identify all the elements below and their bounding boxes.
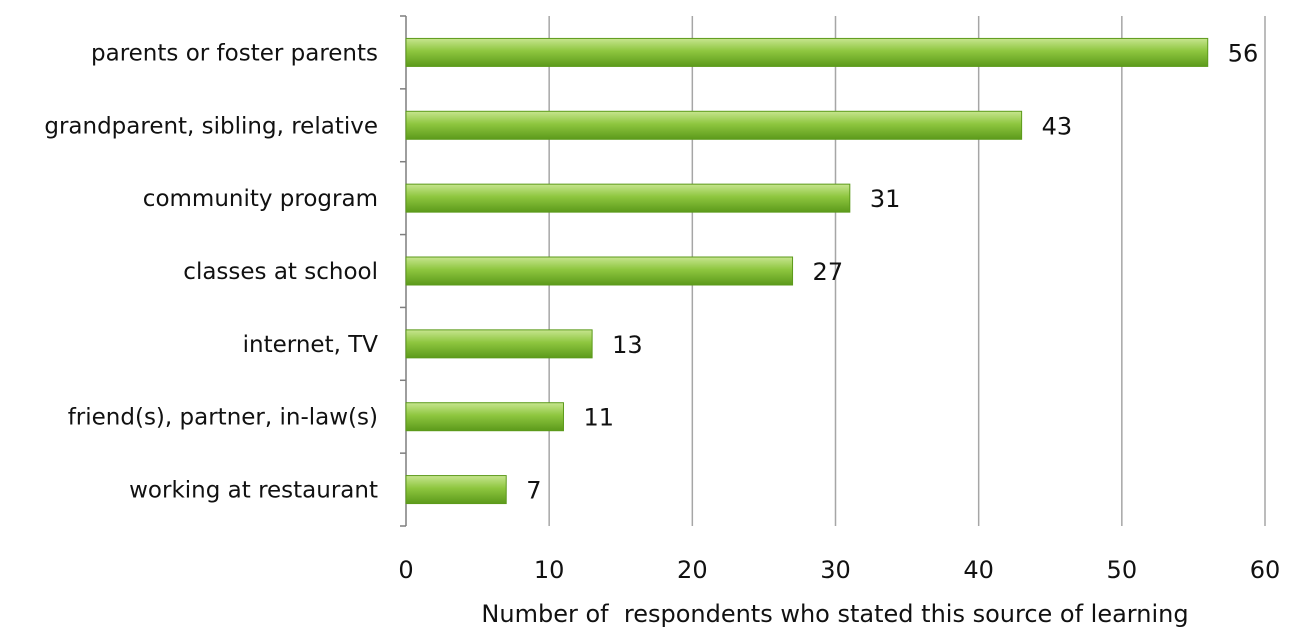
x-tick-label: 0 xyxy=(398,556,413,584)
bar xyxy=(405,37,1209,67)
x-tick-label: 60 xyxy=(1250,556,1281,584)
data-label: 11 xyxy=(583,404,614,432)
data-label: 56 xyxy=(1228,39,1259,67)
gridlines xyxy=(548,16,1266,526)
bar xyxy=(405,183,851,213)
category-label: internet, TV xyxy=(243,332,379,358)
x-tick-label: 40 xyxy=(963,556,994,584)
data-label: 7 xyxy=(526,477,541,505)
category-label: grandparent, sibling, relative xyxy=(44,113,378,139)
data-label: 31 xyxy=(870,185,901,213)
x-tick-label: 30 xyxy=(820,556,851,584)
data-label: 27 xyxy=(813,258,844,286)
data-label: 13 xyxy=(612,331,643,359)
bar xyxy=(405,329,593,359)
axes xyxy=(400,15,407,527)
category-label: working at restaurant xyxy=(129,478,378,504)
category-label: classes at school xyxy=(183,259,378,285)
bar xyxy=(405,475,507,505)
data-label: 43 xyxy=(1042,112,1073,140)
x-tick-label: 50 xyxy=(1107,556,1138,584)
labels: 0 10 20 30 40 50 60 parents or foster parents 56… xyxy=(44,39,1280,584)
x-tick-label: 10 xyxy=(534,556,565,584)
bar xyxy=(405,110,1023,140)
category-label: friend(s), partner, in-law(s) xyxy=(68,405,378,431)
x-tick-label: 20 xyxy=(677,556,708,584)
category-label: community program xyxy=(143,186,378,212)
bar xyxy=(405,256,794,286)
x-axis-title: Number of respondents who stated this so… xyxy=(481,600,1188,628)
bar xyxy=(405,402,564,432)
bars xyxy=(405,37,1209,505)
category-label: parents or foster parents xyxy=(91,40,378,66)
